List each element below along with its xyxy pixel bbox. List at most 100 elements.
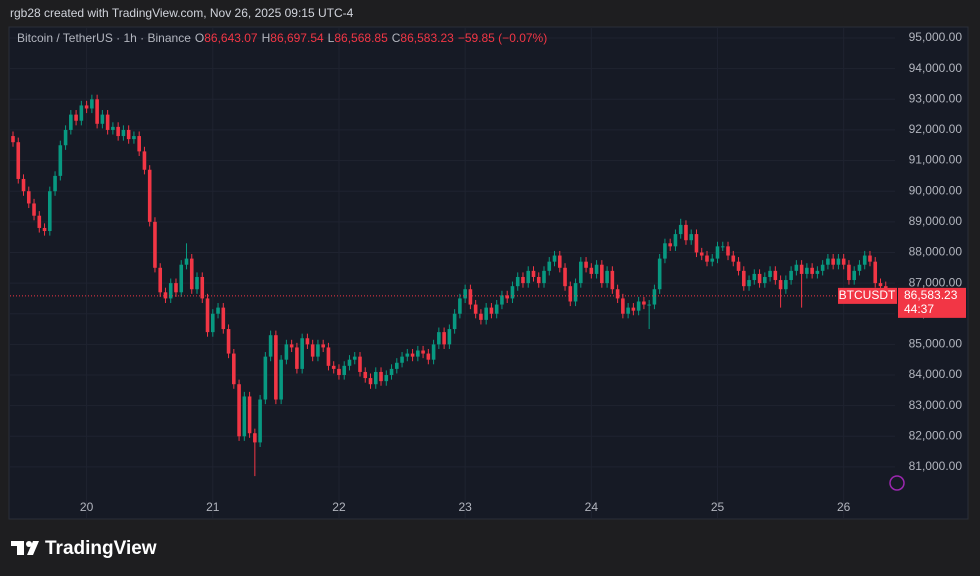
candle-body (37, 215, 42, 228)
brand-name: TradingView (45, 538, 157, 559)
candle-body (657, 258, 662, 290)
candle-body (121, 129, 126, 137)
candle-body (768, 270, 772, 277)
candle-body (410, 353, 415, 357)
candle-body (400, 356, 404, 363)
candle-body (442, 332, 446, 345)
candle-body (600, 264, 604, 284)
candle-body (26, 191, 31, 204)
candle-body (342, 365, 347, 376)
candle-body (226, 329, 231, 354)
candle-body (337, 368, 341, 376)
legend: Bitcoin / TetherUS · 1h · Binance O86,643… (17, 31, 547, 45)
candle-body (579, 261, 583, 284)
candle-body (505, 295, 510, 299)
candle-body (873, 261, 878, 284)
candle-body (862, 255, 867, 265)
candle-body (363, 371, 368, 379)
candle-body (95, 99, 99, 124)
candle-body (689, 234, 694, 241)
candle-body (153, 221, 157, 268)
symbol-tag: BTCUSDT (839, 288, 896, 302)
candle-body (831, 258, 835, 265)
candle-body (195, 276, 199, 290)
candle-body (799, 264, 804, 274)
candle-body (720, 246, 725, 248)
y-tick-label: 82,000.00 (909, 428, 963, 442)
candle-body (736, 261, 741, 271)
candle-body (426, 353, 431, 360)
candle-body (389, 368, 394, 376)
candle-body (715, 246, 720, 259)
candle-body (778, 280, 783, 290)
legend-label: L (328, 31, 335, 45)
x-tick-label: 20 (80, 500, 94, 514)
candle-body (100, 114, 105, 124)
y-tick-label: 95,000.00 (909, 30, 963, 44)
candle-body (69, 114, 73, 130)
candle-body (852, 270, 856, 281)
candle-body (48, 191, 52, 232)
candle-body (479, 313, 483, 320)
logo-part (26, 541, 32, 547)
y-tick-label: 91,000.00 (909, 153, 963, 167)
candle-body (610, 270, 615, 290)
candle-body (452, 313, 457, 330)
candle-body (536, 276, 541, 284)
candle-body (673, 234, 678, 247)
x-tick-label: 21 (206, 500, 220, 514)
candle-body (53, 175, 57, 192)
x-tick-label: 25 (711, 500, 725, 514)
candle-body (242, 396, 247, 437)
candle-body (678, 224, 683, 235)
candle-body (521, 276, 525, 284)
candle-body (557, 255, 562, 268)
candle-body (710, 258, 715, 262)
candle-body (820, 264, 825, 271)
candle-body (552, 255, 557, 262)
price-label: 86,583.23 (904, 288, 958, 302)
candle-body (463, 289, 467, 299)
candle-body (331, 365, 336, 369)
legend-value: 86,643.07 (204, 31, 258, 45)
candle-body (168, 283, 173, 299)
candle-body (694, 234, 699, 253)
candle-body (247, 396, 252, 434)
candle-body (210, 313, 215, 333)
candle-body (757, 273, 762, 284)
candle-body (21, 178, 26, 192)
candle-body (384, 375, 389, 382)
candle-body (11, 136, 15, 143)
candle-body (189, 258, 194, 290)
legend-change: −59.85 (−0.07%) (458, 31, 547, 45)
candle-body (216, 307, 220, 314)
candle-body (652, 289, 657, 305)
x-tick-label: 26 (837, 500, 851, 514)
candle-body (731, 255, 736, 262)
candle-body (621, 298, 625, 314)
candle-body (137, 136, 141, 152)
candle-body (274, 335, 278, 400)
y-tick-label: 94,000.00 (909, 61, 963, 75)
candle-body (647, 304, 651, 306)
candle-body (147, 169, 152, 222)
legend-value: 86,583.23 (400, 31, 454, 45)
candle-body (594, 264, 599, 274)
candle-body (684, 224, 688, 241)
legend-label: H (262, 31, 271, 45)
indicator-icon (889, 475, 905, 491)
candle-body (547, 261, 552, 271)
price-label-box (898, 287, 966, 318)
candle-body (437, 332, 441, 345)
candle-body (699, 252, 704, 256)
candle-body (63, 129, 68, 146)
candle-body (784, 280, 788, 290)
x-tick-label: 23 (458, 500, 472, 514)
candle-body (468, 289, 473, 305)
candle-body (358, 356, 362, 372)
candle-body (268, 335, 273, 357)
candle-body (615, 289, 620, 299)
candle-body (116, 126, 120, 137)
